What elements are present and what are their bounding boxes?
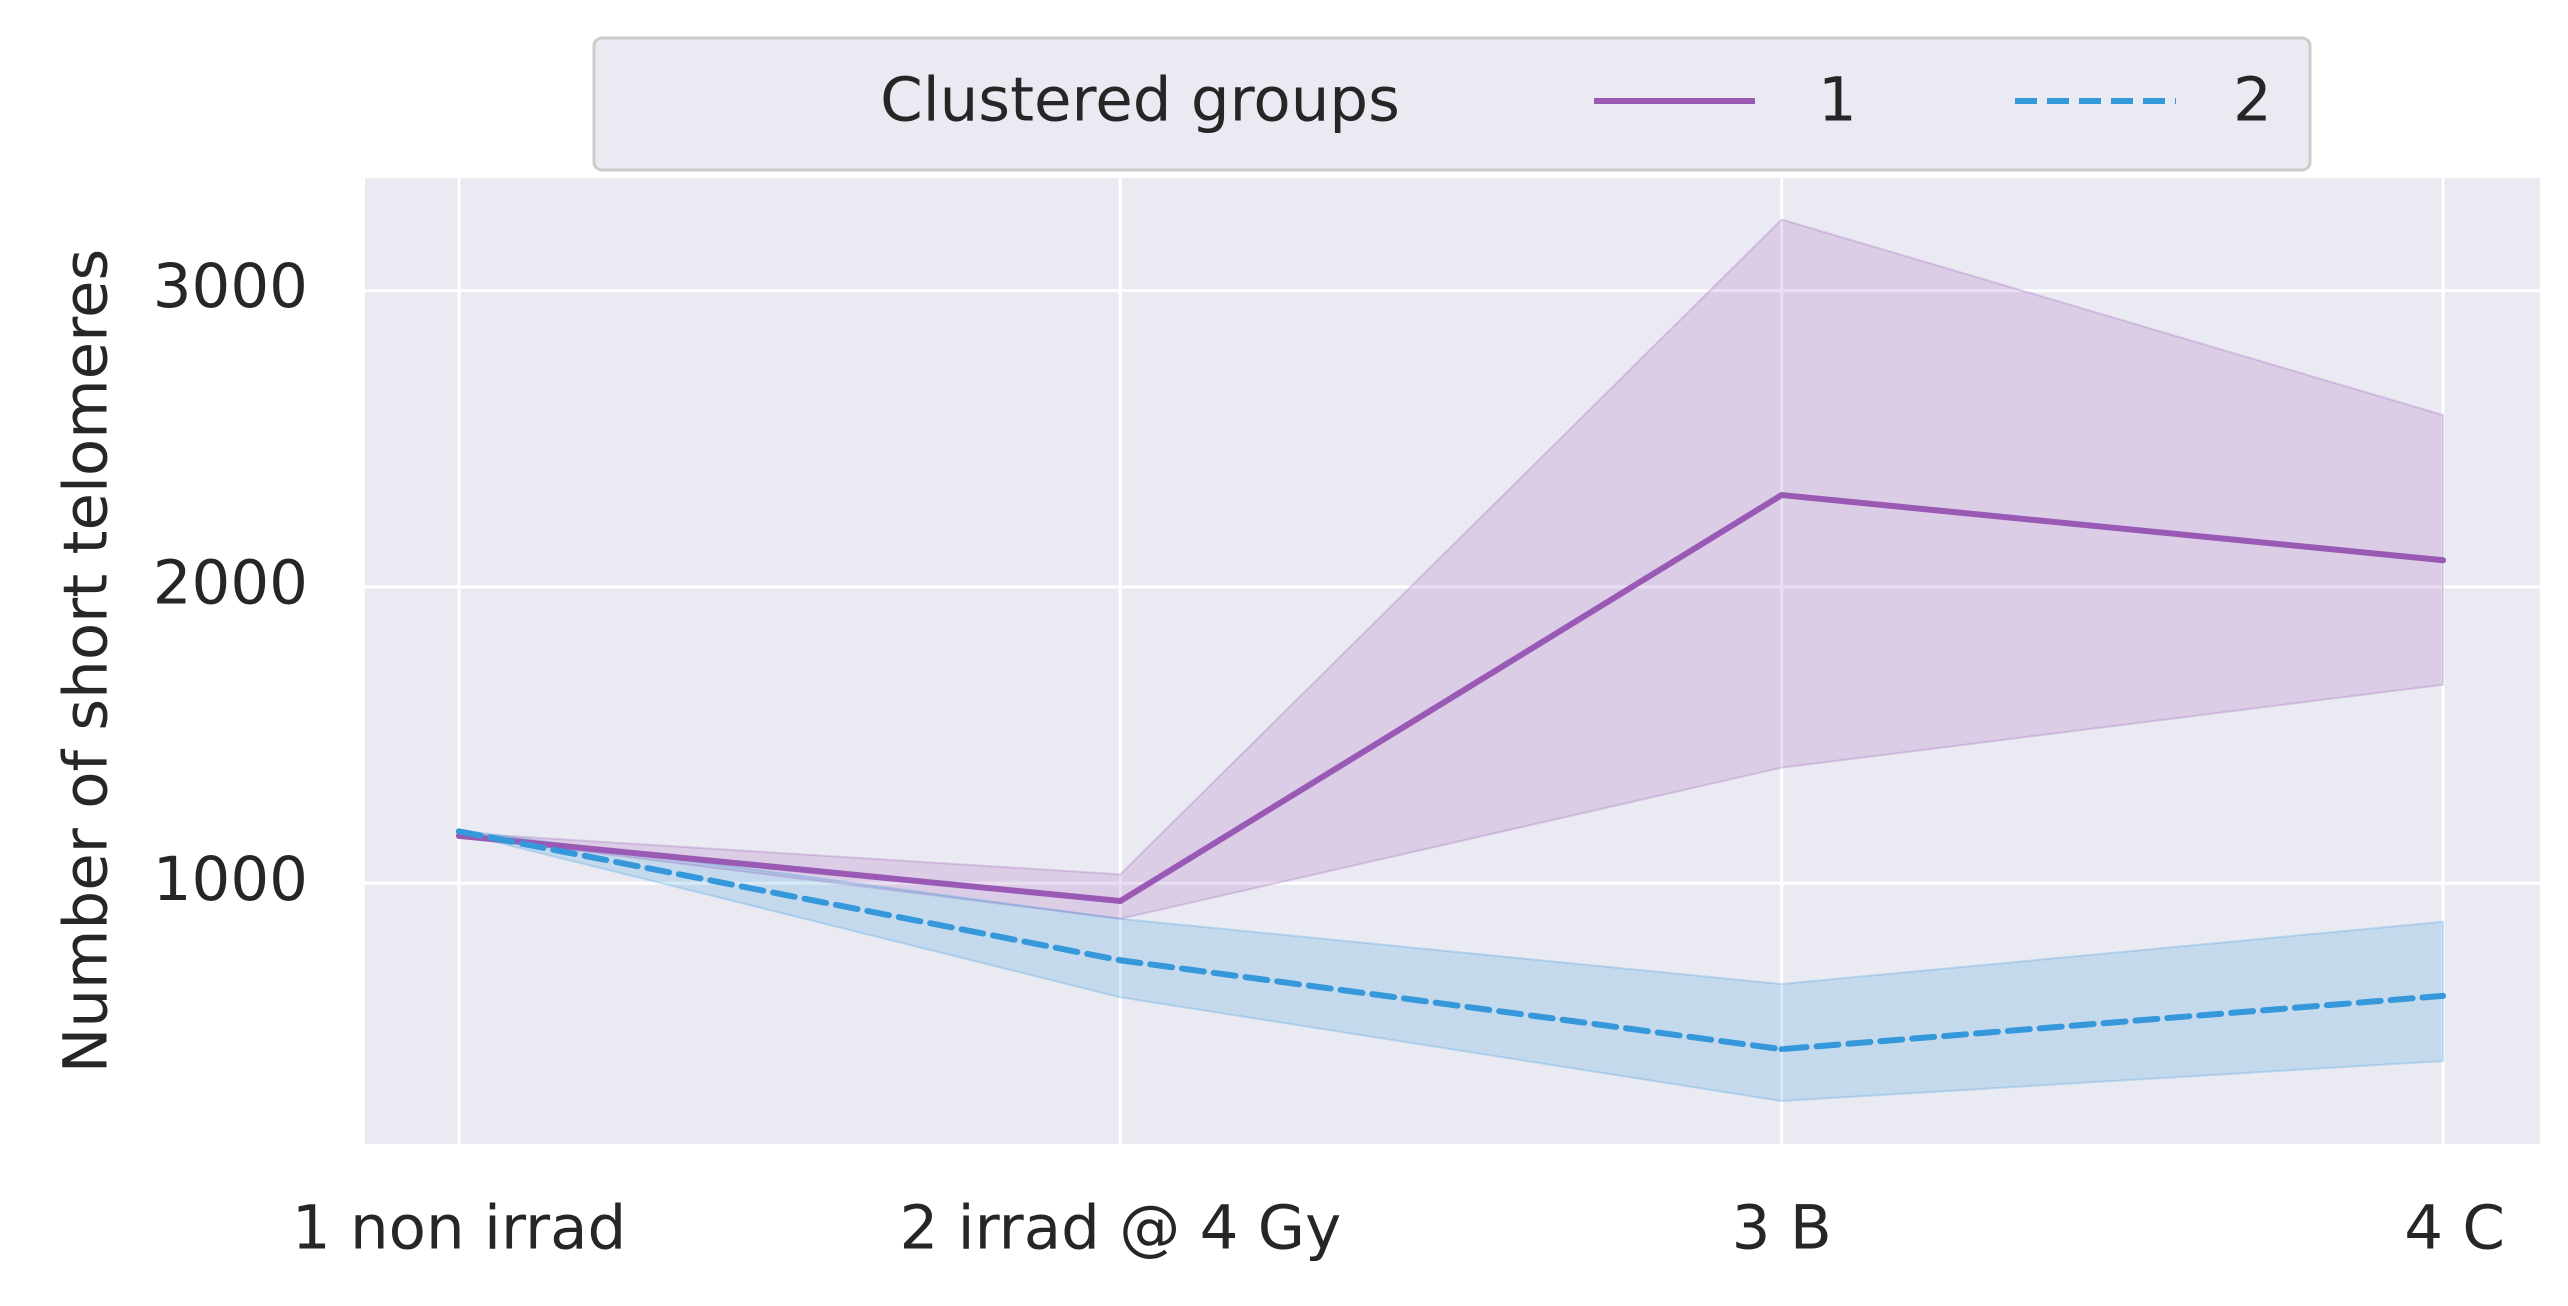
legend-label-series-2: 2 <box>2233 65 2272 136</box>
legend-label-series-1: 1 <box>1818 65 1857 136</box>
legend-title: Clustered groups <box>880 65 1400 136</box>
x-tick-label: 3 B <box>1732 1193 1832 1264</box>
x-tick-label: 2 irrad @ 4 Gy <box>899 1193 1341 1264</box>
grid-lines <box>365 178 2540 1144</box>
plot-background <box>365 178 2540 1144</box>
x-tick-label: 4 C <box>2404 1193 2505 1264</box>
series-line-2 <box>456 828 2446 1053</box>
data-point-series-2 <box>2440 992 2446 999</box>
data-point-series-2 <box>456 828 462 835</box>
x-tick-label: 1 non irrad <box>292 1193 626 1264</box>
y-axis-title: Number of short telomeres <box>51 249 122 1073</box>
data-point-series-1 <box>2440 557 2446 564</box>
x-tick-labels: 1 non irrad 2 irrad @ 4 Gy 3 B 4 C <box>292 1193 2505 1264</box>
data-point-series-1 <box>1778 492 1785 499</box>
data-point-series-2 <box>1778 1046 1785 1053</box>
y-tick-labels: 1000 2000 3000 <box>153 251 308 915</box>
y-tick-label: 2000 <box>153 548 308 619</box>
y-tick-label: 3000 <box>153 251 308 322</box>
data-point-series-2 <box>1117 957 1124 964</box>
legend-box <box>592 36 2312 172</box>
data-point-series-1 <box>1117 898 1124 905</box>
confidence-band-series-1 <box>458 218 2444 920</box>
series-line-1 <box>456 492 2446 905</box>
y-tick-label: 1000 <box>153 844 308 915</box>
legend: Clustered groups 1 2 <box>592 36 2312 172</box>
series-lines <box>456 492 2446 1053</box>
